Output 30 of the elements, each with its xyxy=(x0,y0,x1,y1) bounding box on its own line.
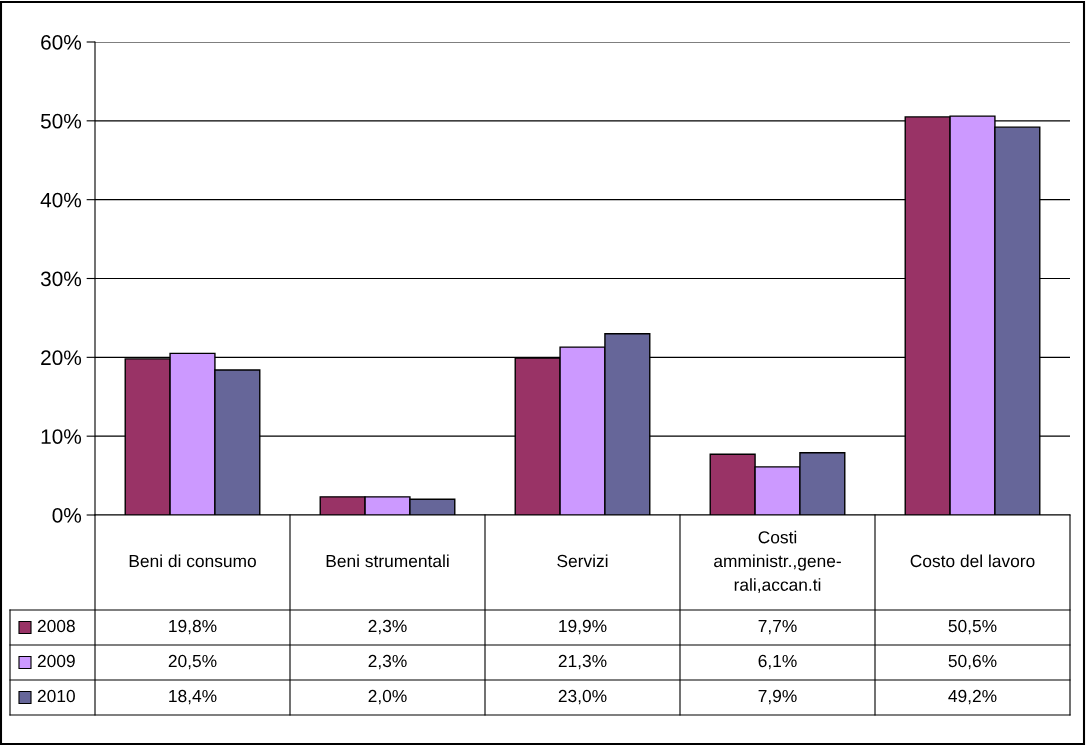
x-tick-label: Beni di consumo xyxy=(129,554,256,568)
data-label: 7,9% xyxy=(758,689,797,705)
y-tick-label: 50% xyxy=(40,113,82,129)
data-label: 19,9% xyxy=(559,619,607,635)
y-tick-label: 60% xyxy=(41,35,82,50)
y-tick-label: 0% xyxy=(52,508,82,523)
legend-label: 2010 xyxy=(37,689,75,703)
data-label: 49,2% xyxy=(948,689,997,705)
legend-label: 2009 xyxy=(37,654,75,668)
y-tick-label: 30% xyxy=(40,271,82,287)
data-label: 21,3% xyxy=(558,654,607,670)
data-label: 50,5% xyxy=(948,619,997,635)
data-label: 18,4% xyxy=(169,689,217,705)
data-label: 6,1% xyxy=(758,654,797,670)
y-tick-label: 20% xyxy=(41,350,82,366)
x-tick-label: Costi amministr.,gene- rali,accan.ti xyxy=(714,530,841,593)
y-tick-label: 40% xyxy=(40,192,82,208)
data-label: 20,5% xyxy=(168,654,217,670)
data-label: 19,8% xyxy=(169,619,217,635)
x-tick-label: Servizi xyxy=(557,554,608,568)
x-tick-label: Costo del lavoro xyxy=(910,554,1035,568)
data-label: 50,6% xyxy=(948,654,997,670)
x-tick-label: Beni strumentali xyxy=(326,554,449,568)
legend-label: 2008 xyxy=(37,619,75,633)
data-label: 2,0% xyxy=(368,689,407,705)
data-label: 2,3% xyxy=(368,619,407,635)
data-label: 2,3% xyxy=(368,654,407,670)
y-tick-label: 10% xyxy=(41,429,82,444)
data-label: 7,7% xyxy=(758,619,797,635)
data-label: 23,0% xyxy=(558,689,607,705)
